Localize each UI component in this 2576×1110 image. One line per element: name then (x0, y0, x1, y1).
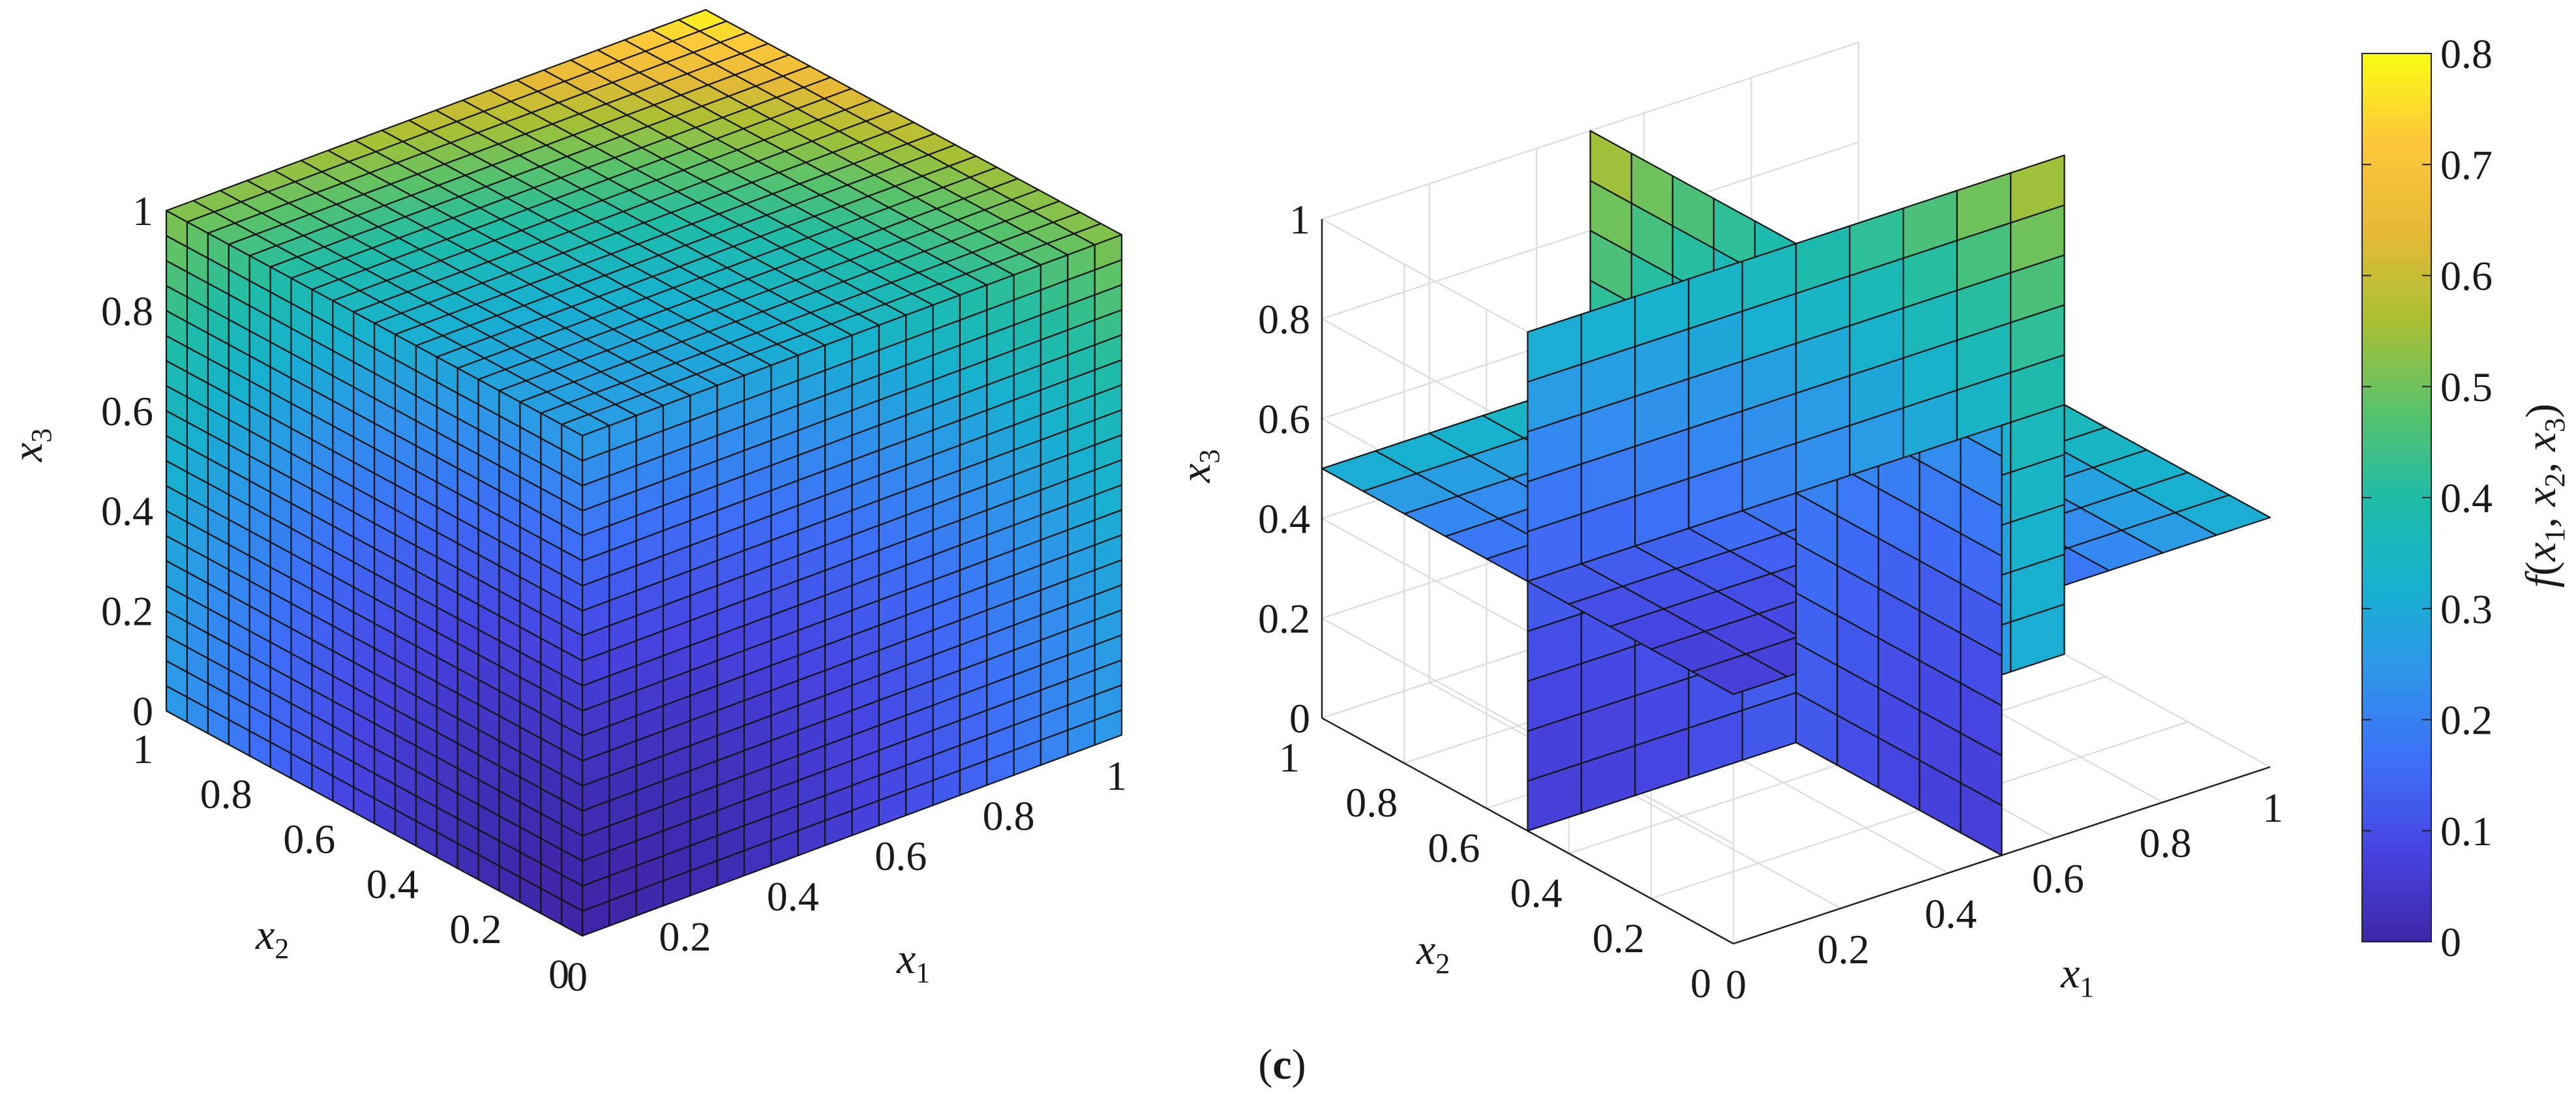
tick-label: 0.6 (1258, 396, 1310, 442)
tick-label: 0.8 (2139, 820, 2191, 866)
left-cube-plot: 00.20.40.60.8100.20.40.60.8100.20.40.60.… (4, 8, 1127, 1000)
surface-cell (165, 209, 188, 248)
tick-label: 0.4 (767, 873, 819, 920)
colorbar-tick-label: 0.7 (2440, 142, 2493, 188)
tick-label: 1 (132, 726, 153, 772)
slice-cell (2010, 154, 2065, 224)
left-x1-axis-label: x1 (896, 935, 930, 989)
tick-label: 0.2 (101, 588, 153, 635)
left-x3-axis-label: x3 (4, 428, 57, 462)
tick-label: 1 (1279, 734, 1300, 781)
tick-label: 0.6 (101, 388, 153, 434)
tick-label: 0 (1690, 960, 1711, 1006)
tick-label: 0.6 (2032, 855, 2084, 901)
tick-label: 0.6 (283, 816, 335, 862)
tick-label: 0.4 (1925, 891, 1977, 937)
colorbar: 0 0.1 0.2 0.3 0.4 0.5 0.6 0.7 0.8 f(x1, x2, x3) (2361, 31, 2571, 965)
surface-cell (1094, 233, 1123, 271)
right-slice-plot: 00.20.40.60.8100.20.40.60.8100.20.40.60.… (1172, 41, 2283, 1008)
slice-cell (1589, 130, 1632, 204)
tick-label: 1 (132, 188, 153, 234)
tick-label: 0.8 (200, 771, 252, 817)
tick-label: 0.8 (1258, 296, 1310, 342)
tick-label: 0.6 (875, 833, 927, 879)
tick-label: 0 (132, 688, 153, 734)
tick-label: 0.2 (1593, 915, 1645, 961)
tick-label: 0.6 (1428, 824, 1480, 871)
colorbar-ticks: 0 0.1 0.2 0.3 0.4 0.5 0.6 0.7 0.8 (2362, 31, 2493, 965)
tick-label: 0.2 (1818, 926, 1870, 972)
tick-label: 0.4 (1510, 870, 1563, 916)
tick-label: 0 (1289, 695, 1310, 742)
tick-label: 1 (2262, 785, 2283, 831)
figure-caption: (c) (1258, 1041, 1306, 1088)
tick-label: 0 (548, 951, 569, 997)
left-x2-axis-label: x2 (255, 911, 289, 965)
cube-surface-cells (165, 8, 1123, 937)
colorbar-label: f(x1, x2, x3) (2517, 404, 2571, 588)
colorbar-tick-label: 0 (2440, 919, 2461, 965)
tick-label: 0.8 (101, 288, 153, 334)
slice-planes (1321, 130, 2271, 856)
tick-label: 0 (567, 953, 588, 1000)
colorbar-tick-label: 0.6 (2440, 253, 2493, 299)
left-tick-labels: 00.20.40.60.8100.20.40.60.8100.20.40.60.… (101, 188, 1127, 1000)
right-x2-axis-label: x2 (1416, 926, 1450, 980)
surface-cell (678, 8, 728, 32)
tick-label: 0.2 (1258, 595, 1310, 642)
right-x1-axis-label: x1 (2060, 950, 2094, 1003)
tick-label: 0.8 (983, 793, 1035, 839)
colorbar-tick-label: 0.5 (2440, 364, 2493, 410)
tick-label: 0.4 (1258, 496, 1310, 542)
right-tick-labels: 00.20.40.60.8100.20.40.60.8100.20.40.60.… (1258, 196, 2283, 1008)
colorbar-tick-label: 0.2 (2440, 697, 2493, 743)
colorbar-tick-label: 0.3 (2440, 586, 2493, 632)
colorbar-tick-label: 0.8 (2440, 31, 2493, 77)
tick-label: 1 (1106, 753, 1127, 799)
colorbar-gradient (2361, 53, 2432, 942)
tick-label: 0.4 (101, 488, 153, 534)
right-x3-axis-label: x3 (1172, 449, 1225, 483)
tick-label: 0 (1726, 961, 1746, 1008)
colorbar-tick-label: 0.1 (2440, 808, 2493, 854)
tick-label: 0.4 (367, 861, 419, 907)
tick-label: 0.2 (659, 913, 711, 959)
colorbar-tick-label: 0.4 (2440, 475, 2493, 521)
tick-label: 0.8 (1345, 779, 1398, 826)
tick-label: 0.2 (449, 906, 502, 952)
tick-label: 1 (1289, 196, 1310, 243)
